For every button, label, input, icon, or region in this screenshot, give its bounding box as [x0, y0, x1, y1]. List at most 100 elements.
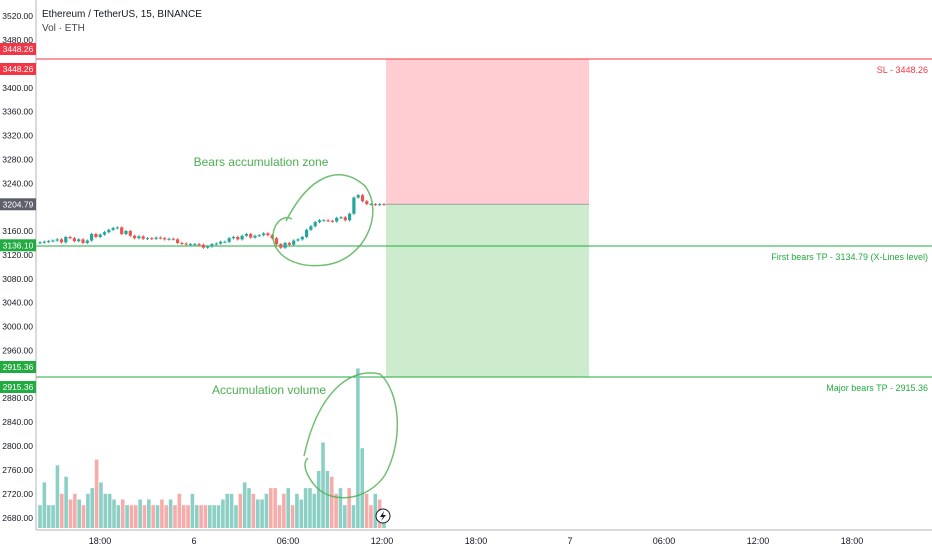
volume-bar[interactable] [68, 499, 73, 529]
volume-bar[interactable] [38, 505, 42, 528]
candle-body[interactable] [214, 243, 218, 245]
volume-bar[interactable] [268, 488, 273, 528]
volume-bar[interactable] [273, 488, 277, 528]
candle-body[interactable] [94, 233, 98, 237]
candle-body[interactable] [72, 238, 76, 242]
volume-bar[interactable] [373, 493, 378, 528]
candle-body[interactable] [266, 233, 270, 236]
candle-body[interactable] [206, 246, 210, 248]
volume-bar[interactable] [155, 505, 160, 528]
volume-bar[interactable] [329, 476, 334, 528]
volume-bar[interactable] [99, 482, 103, 528]
candle-body[interactable] [339, 217, 343, 219]
volume-bar[interactable] [55, 465, 60, 528]
candle-body[interactable] [296, 239, 300, 241]
candle-body[interactable] [240, 235, 244, 240]
volume-bar[interactable] [181, 505, 186, 528]
volume-bar[interactable] [221, 499, 225, 529]
volume-bar[interactable] [90, 488, 95, 528]
candle-body[interactable] [59, 239, 64, 243]
volume-bar[interactable] [369, 505, 373, 528]
candle-body[interactable] [330, 220, 334, 222]
volume-bar[interactable] [147, 499, 151, 529]
candle-body[interactable] [90, 233, 94, 241]
volume-bar[interactable] [316, 471, 321, 528]
candle-body[interactable] [309, 226, 313, 230]
volume-bar[interactable] [286, 488, 291, 528]
candle-body[interactable] [274, 238, 279, 245]
volume-bar[interactable] [356, 368, 360, 528]
volume-bar[interactable] [208, 505, 212, 528]
volume-bar[interactable] [64, 476, 68, 528]
candle-body[interactable] [180, 242, 184, 244]
candle-body[interactable] [111, 228, 115, 230]
candle-body[interactable] [193, 244, 197, 246]
candle-body[interactable] [326, 220, 330, 222]
candle-body[interactable] [253, 235, 257, 238]
candle-body[interactable] [171, 238, 175, 240]
volume-bar[interactable] [238, 493, 243, 528]
candle-body[interactable] [365, 201, 369, 205]
candle-body[interactable] [244, 233, 248, 236]
candle-body[interactable] [77, 239, 81, 242]
volume-bar[interactable] [190, 493, 195, 528]
candle-body[interactable] [343, 217, 347, 221]
candle-body[interactable] [98, 234, 102, 237]
volume-bar[interactable] [360, 448, 365, 528]
candle-body[interactable] [356, 195, 360, 198]
volume-bar[interactable] [203, 505, 208, 528]
volume-bar[interactable] [216, 505, 221, 528]
candle-body[interactable] [188, 244, 193, 246]
volume-bar[interactable] [308, 488, 312, 528]
volume-bar[interactable] [347, 488, 351, 528]
candle-body[interactable] [102, 232, 107, 235]
volume-bar[interactable] [59, 493, 64, 528]
volume-bar[interactable] [229, 493, 234, 528]
candle-body[interactable] [68, 236, 72, 239]
candle-body[interactable] [292, 240, 296, 245]
candle-body[interactable] [369, 204, 373, 206]
candle-body[interactable] [236, 236, 240, 240]
candle-body[interactable] [348, 213, 352, 221]
candle-body[interactable] [64, 236, 68, 243]
candle-body[interactable] [300, 236, 304, 240]
candle-body[interactable] [133, 235, 137, 239]
volume-bar[interactable] [138, 499, 142, 529]
volume-bar[interactable] [225, 493, 230, 528]
volume-bar[interactable] [364, 493, 369, 528]
volume-bar[interactable] [295, 493, 299, 528]
candle-body[interactable] [201, 244, 205, 248]
volume-bar[interactable] [242, 482, 247, 528]
candle-body[interactable] [283, 242, 287, 248]
volume-bar[interactable] [94, 459, 99, 528]
candle-body[interactable] [137, 236, 141, 239]
candle-body[interactable] [270, 235, 274, 239]
volume-bar[interactable] [343, 505, 347, 528]
candle-body[interactable] [335, 217, 339, 222]
candle-body[interactable] [305, 229, 309, 237]
volume-bar[interactable] [120, 499, 125, 529]
candle-body[interactable] [158, 237, 162, 239]
candle-body[interactable] [223, 241, 227, 243]
volume-bar[interactable] [107, 493, 112, 528]
candle-body[interactable] [184, 243, 188, 245]
volume-bar[interactable] [160, 499, 164, 529]
candle-body[interactable] [124, 231, 128, 234]
candle-body[interactable] [257, 235, 261, 237]
volume-bar[interactable] [351, 505, 356, 528]
volume-bar[interactable] [142, 505, 147, 528]
volume-bar[interactable] [234, 505, 238, 528]
candle-body[interactable] [115, 227, 119, 229]
volume-bar[interactable] [260, 499, 264, 529]
volume-bar[interactable] [312, 493, 317, 528]
candle-body[interactable] [167, 238, 171, 240]
volume-bar[interactable] [103, 493, 108, 528]
candle-body[interactable] [42, 241, 46, 243]
candle-body[interactable] [38, 242, 42, 244]
volume-bar[interactable] [303, 488, 308, 528]
candle-body[interactable] [197, 244, 201, 246]
volume-bar[interactable] [194, 505, 199, 528]
volume-bar[interactable] [255, 499, 260, 529]
candle-body[interactable] [382, 204, 386, 206]
